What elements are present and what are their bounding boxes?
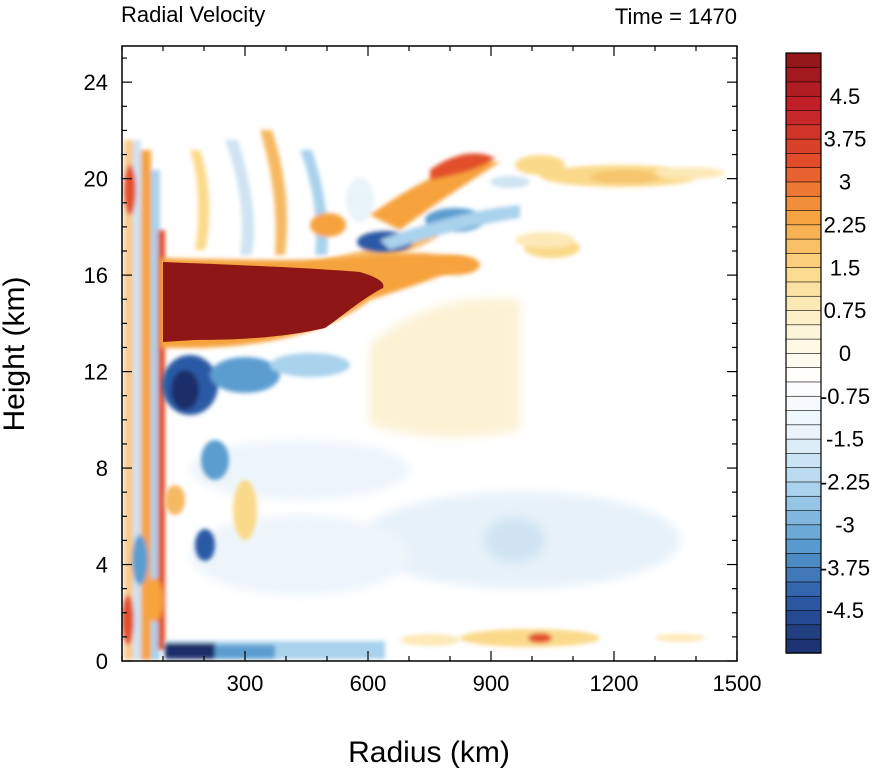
time-label: Time = 1470	[615, 4, 737, 29]
colorbar-swatch	[785, 266, 822, 283]
colorbar-swatch	[785, 138, 822, 154]
colorbar-swatch	[785, 438, 822, 454]
colorbar-swatch	[785, 381, 822, 397]
y-tick-label: 12	[84, 360, 108, 385]
colorbar-swatch	[785, 209, 822, 226]
colorbar-swatch	[785, 124, 822, 140]
outflow-jet-core	[163, 262, 384, 342]
colorbar-swatch	[785, 166, 822, 183]
colorbar-swatch	[785, 638, 822, 654]
colorbar-swatch	[785, 495, 822, 511]
colorbar-swatch	[785, 366, 822, 383]
colorbar-swatch	[785, 466, 822, 483]
colorbar-tick-label: -3.75	[820, 555, 870, 580]
colorbar-tick-label: 4.5	[830, 84, 861, 109]
colorbar-swatch	[785, 281, 822, 297]
y-tick-label: 4	[96, 553, 108, 578]
colorbar-tick-label: 3	[839, 170, 851, 195]
colorbar-swatch	[785, 424, 822, 440]
colorbar-tick-label: -4.5	[826, 598, 864, 623]
colorbar-swatch	[785, 109, 822, 126]
y-tick-label: 20	[84, 167, 108, 192]
colorbar-swatch	[785, 52, 822, 68]
colorbar-swatch	[785, 338, 822, 354]
colorbar-tick-label: 0.75	[824, 298, 867, 323]
mid-level-outward-region	[370, 298, 520, 437]
colorbar-tick-label: 1.5	[830, 255, 861, 280]
colorbar-tick-label: 2.25	[824, 212, 867, 237]
colorbar-swatch	[785, 509, 822, 526]
colorbar-tick-label: -2.25	[820, 470, 870, 495]
x-tick-label: 300	[227, 671, 264, 696]
y-axis: 0 4 8 12 16 20 24	[84, 57, 737, 674]
x-tick-label: 600	[350, 671, 387, 696]
colorbar-swatch	[785, 324, 822, 340]
y-tick-label: 8	[96, 456, 108, 481]
colorbar-swatch	[785, 66, 822, 83]
colorbar-swatch	[785, 481, 822, 497]
colorbar-tick-label: -3	[835, 512, 855, 537]
x-axis-label: Radius (km)	[348, 736, 510, 769]
x-tick-label: 1200	[590, 671, 639, 696]
colorbar-swatch	[785, 609, 822, 626]
colorbar-swatch	[785, 566, 822, 583]
colorbar-swatch	[785, 195, 822, 211]
colorbar-swatch	[785, 524, 822, 540]
colorbar-frame	[785, 52, 822, 654]
colorbar-swatch	[785, 395, 822, 411]
x-tick-label: 1500	[713, 671, 762, 696]
colorbar-swatch	[785, 409, 822, 426]
colorbar-tick-label: -1.5	[826, 427, 864, 452]
colorbar-swatch	[785, 95, 822, 111]
y-tick-label: 0	[96, 649, 108, 674]
colorbar-swatch	[785, 224, 822, 240]
colorbar-swatch	[785, 538, 822, 554]
colorbar-tick-label: 3.75	[824, 127, 867, 152]
colorbar-swatch	[785, 181, 822, 197]
x-axis: 300 600 900 1200 1500	[121, 46, 762, 696]
colorbar-swatch	[785, 552, 822, 568]
colorbar-swatch	[785, 81, 822, 97]
colorbar-swatch	[785, 581, 822, 597]
colorbar-swatch	[785, 595, 822, 611]
colorbar: 4.5 3.75 3 2.25 1.5 0.75 0 -0.75 -1.5 -2.25 -3 -3.7…	[785, 52, 870, 654]
colorbar-tick-label: -0.75	[820, 384, 870, 409]
colorbar-swatch	[785, 295, 822, 311]
y-tick-label: 16	[84, 263, 108, 288]
colorbar-swatch	[785, 309, 822, 326]
plot-area	[121, 45, 738, 662]
lower-inflow-core	[485, 518, 545, 562]
colorbar-swatch	[785, 624, 822, 640]
colorbar-swatch	[785, 238, 822, 254]
colorbar-swatch	[785, 152, 822, 168]
chart-title: Radial Velocity	[121, 2, 265, 27]
colorbar-swatch	[785, 352, 822, 368]
x-tick-label: 900	[473, 671, 510, 696]
colorbar-tick-label: 0	[839, 341, 851, 366]
colorbar-swatch	[785, 252, 822, 268]
y-axis-label: Height (km)	[0, 276, 31, 431]
y-tick-label: 24	[84, 70, 108, 95]
colorbar-swatch	[785, 452, 822, 468]
